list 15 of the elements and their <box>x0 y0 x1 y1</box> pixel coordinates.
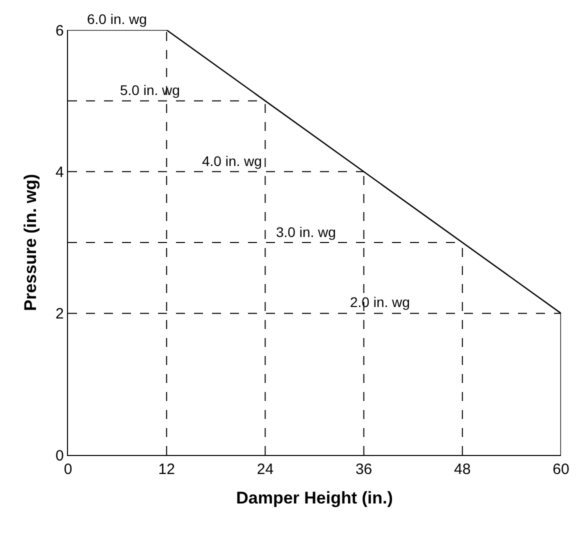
annotation: 2.0 in. wg <box>350 294 410 310</box>
x-tick-label: 12 <box>158 461 175 478</box>
y-tick-label: 6 <box>56 22 64 40</box>
annotation: 4.0 in. wg <box>202 153 262 169</box>
y-axis-title: Pressure (in. wg) <box>21 174 40 311</box>
x-axis-title: Damper Height (in.) <box>236 488 393 508</box>
annotation: 3.0 in. wg <box>276 224 336 240</box>
x-tick-label: 48 <box>454 461 471 478</box>
y-tick-label: 2 <box>56 306 64 323</box>
annotation: 6.0 in. wg <box>87 11 147 27</box>
x-tick-label: 36 <box>355 461 372 478</box>
x-tick-label: 24 <box>256 461 274 478</box>
x-tick-label: 60 <box>552 461 570 478</box>
y-tick-label: 0 <box>56 447 64 464</box>
y-tick-label: 4 <box>56 164 64 181</box>
